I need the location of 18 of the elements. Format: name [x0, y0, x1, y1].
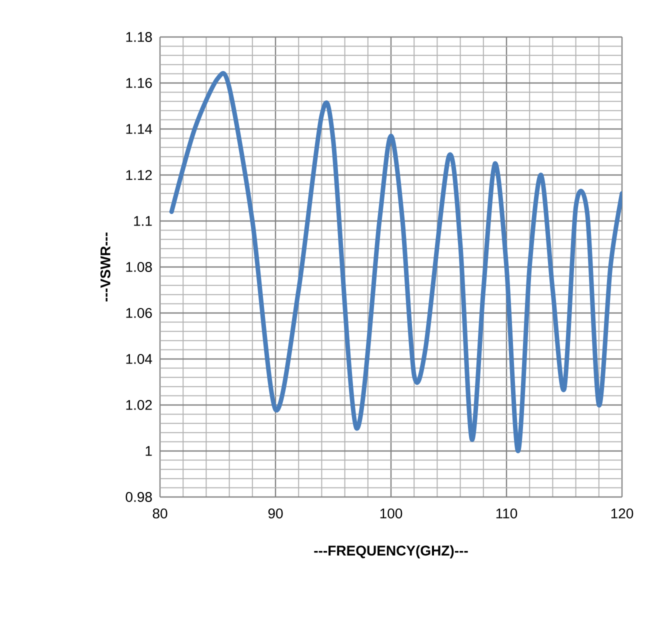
y-tick-label: 1.06: [126, 308, 152, 318]
y-tick-label: 1.18: [126, 32, 152, 42]
y-axis-title: ---VSWR---: [100, 232, 110, 302]
x-axis-title: ---FREQUENCY(GHZ)---: [314, 545, 468, 558]
x-tick-label: 90: [268, 508, 283, 518]
x-tick-label: 110: [496, 508, 518, 518]
x-tick-label: 100: [380, 508, 402, 518]
x-tick-label: 120: [611, 508, 634, 518]
y-tick-label: 1: [146, 446, 152, 456]
y-tick-label: 1.1: [134, 216, 152, 226]
y-tick-label: 1.02: [126, 400, 152, 410]
y-tick-label: 1.14: [126, 124, 152, 134]
y-tick-label: 1.16: [126, 78, 152, 88]
y-tick-label: 0.98: [126, 492, 152, 502]
y-tick-label: 1.04: [126, 354, 152, 364]
y-tick-label: 1.12: [126, 170, 152, 180]
y-tick-label: 1.08: [126, 262, 152, 272]
x-tick-label: 80: [152, 508, 168, 518]
